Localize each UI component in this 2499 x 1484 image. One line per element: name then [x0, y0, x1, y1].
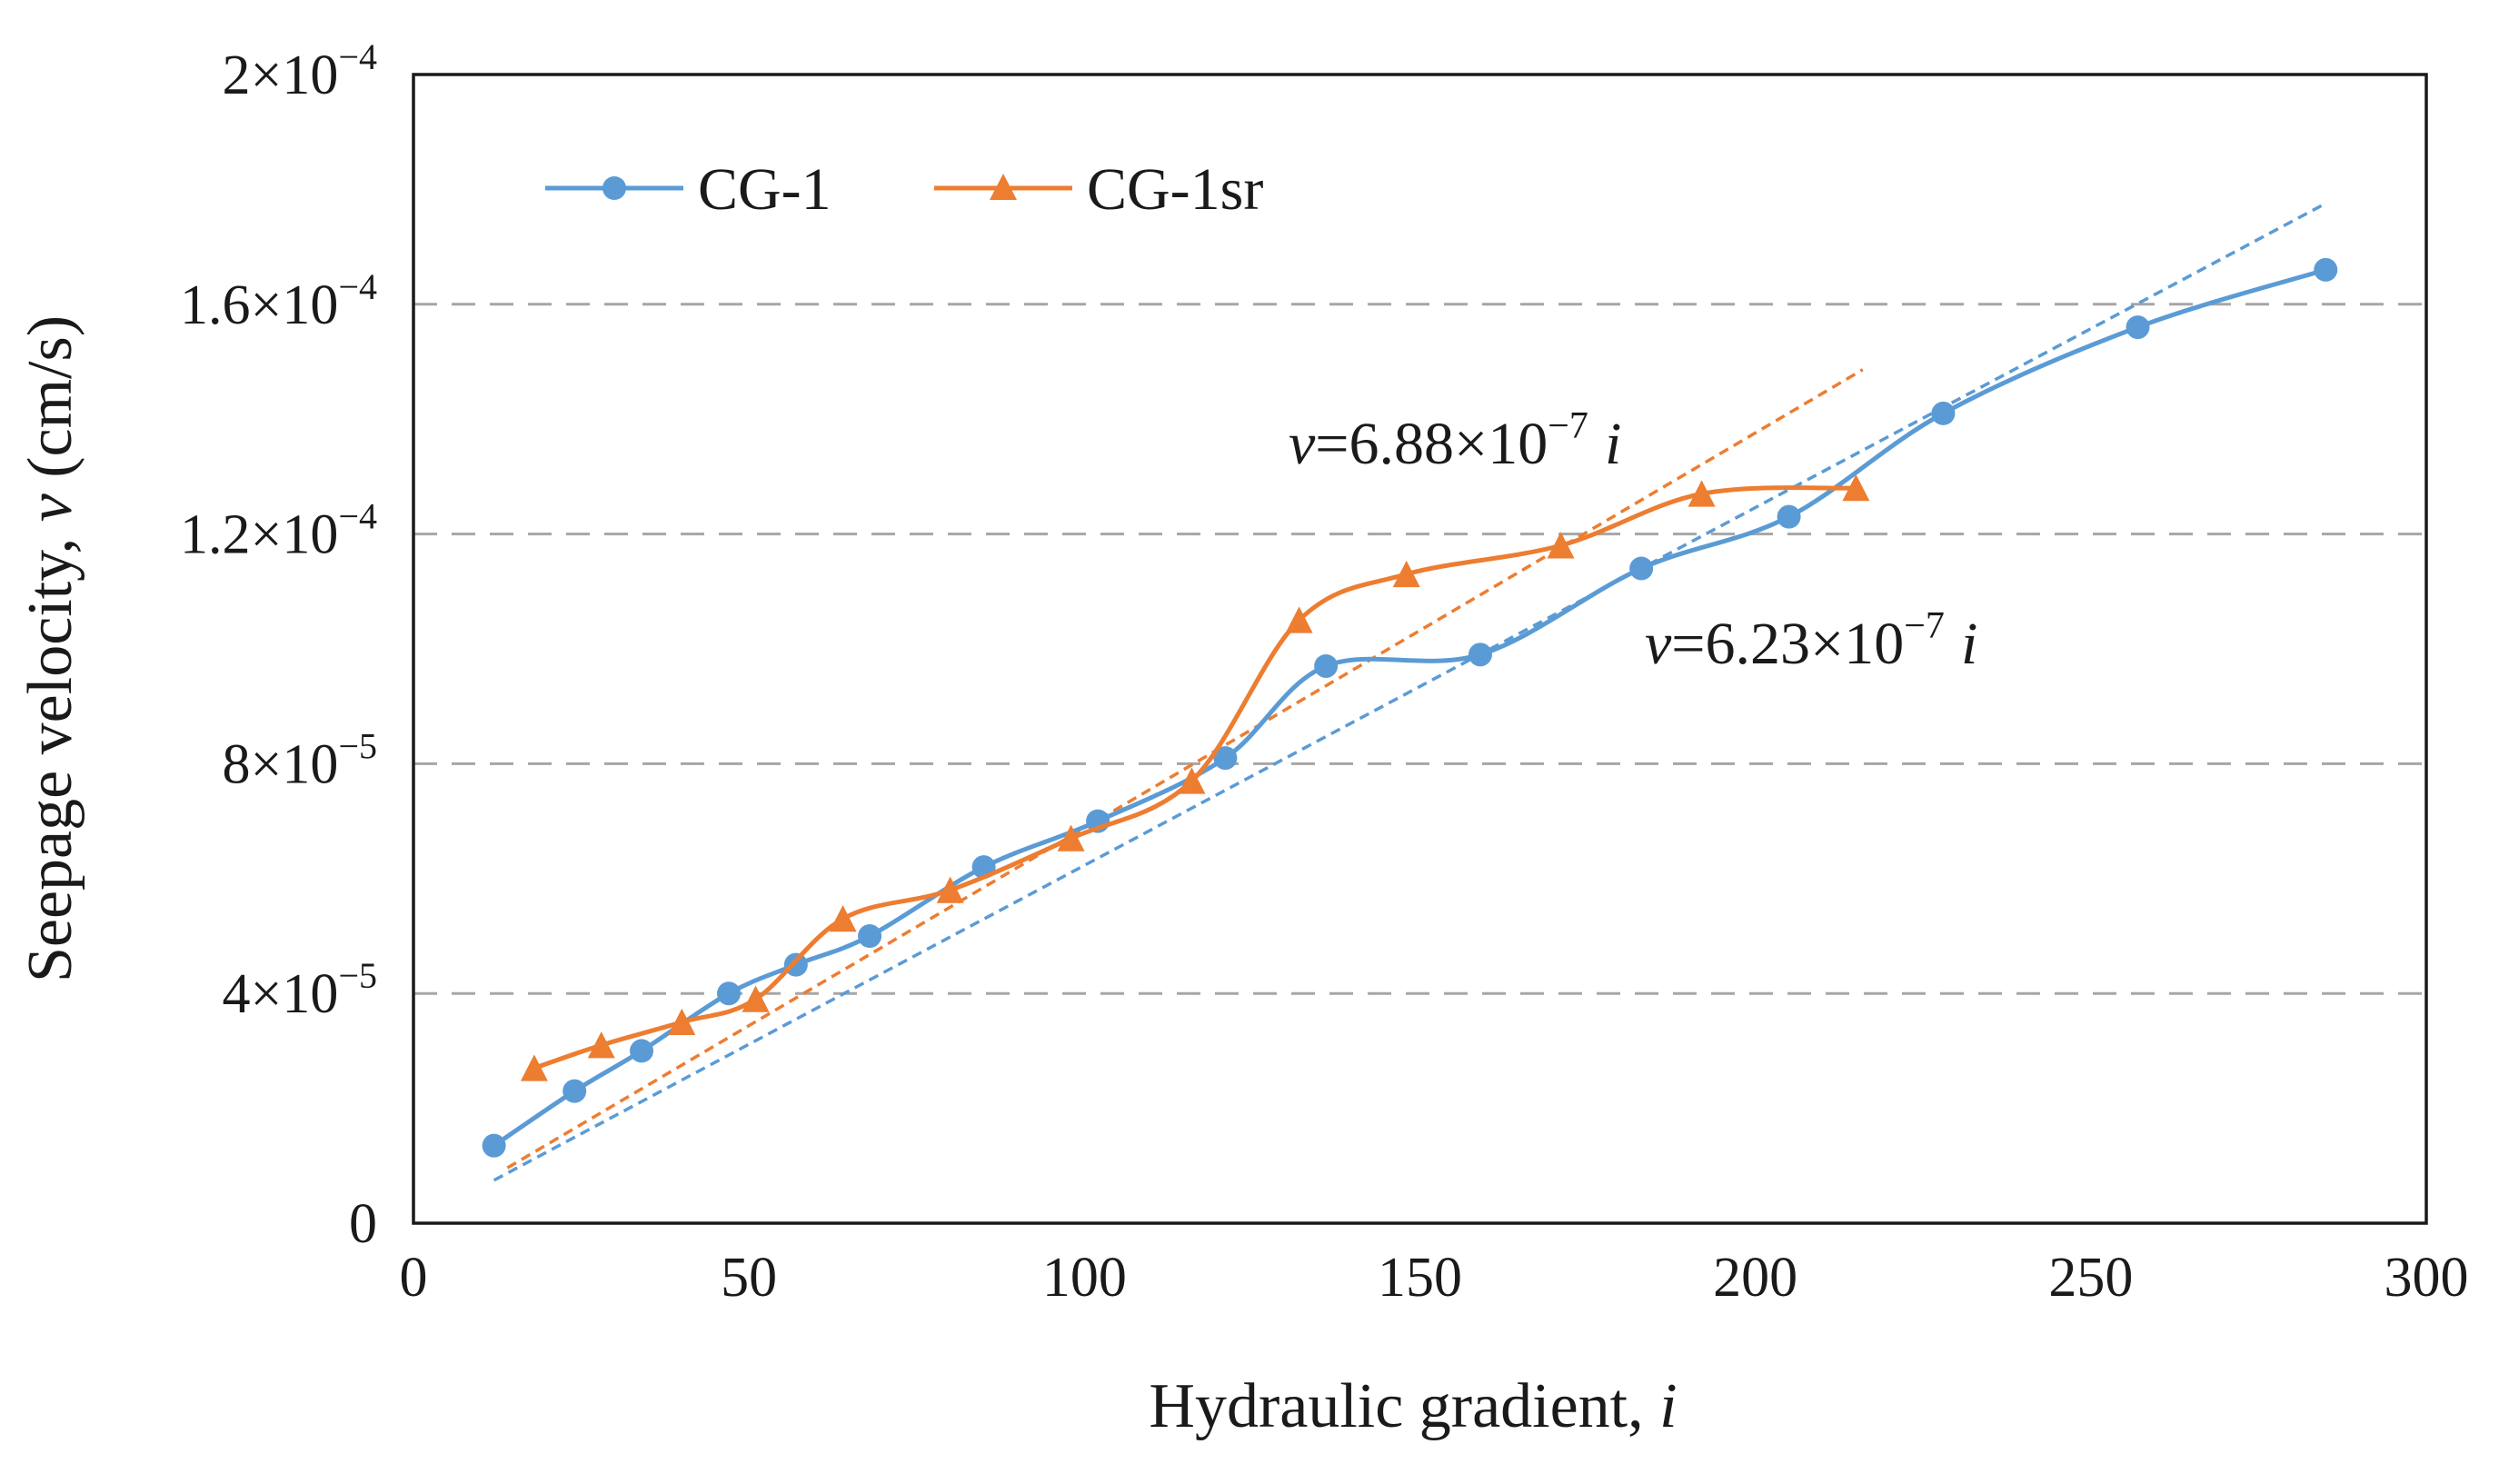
y-tick-label-exponent: −4	[338, 266, 377, 307]
point-cg-1sr-9	[1392, 560, 1420, 588]
x-axis-title-variable: i	[1659, 1371, 1677, 1441]
point-cg-1-13	[1931, 401, 1956, 425]
y-tick-label-mantissa: 0	[349, 1193, 377, 1255]
fit-line-cg-1	[493, 202, 2327, 1182]
y-tick-label-1: 4×10−5	[222, 955, 377, 1025]
series	[482, 257, 2338, 1158]
point-cg-1sr-0	[520, 1054, 548, 1081]
fit-equation-cg-1sr-tail: i	[1605, 411, 1621, 477]
series-line-cg-1sr	[533, 485, 1857, 1071]
plot-area-frame	[412, 73, 2428, 1225]
legend-label-cg-1sr: CG-1sr	[1087, 156, 1263, 223]
legend-marker-cg-1sr	[990, 174, 1017, 200]
point-cg-1-8	[1213, 746, 1238, 771]
legend-item-cg-1sr: CG-1sr	[934, 156, 1263, 223]
legend-marker-cg-1	[602, 176, 626, 200]
legend-item-cg-1: CG-1	[545, 156, 831, 223]
y-axis-title-unit: (cm/s)	[15, 315, 85, 493]
ticks: 04×10−58×10−51.2×10−41.6×10−42×10−40 50 10…	[180, 36, 2469, 1309]
x-tick-label-1: 50	[721, 1247, 777, 1309]
point-cg-1-5	[858, 924, 882, 948]
point-cg-1-3	[717, 981, 742, 1006]
y-tick-label-exponent: −4	[338, 36, 377, 77]
point-cg-1-1	[563, 1079, 587, 1103]
point-cg-1sr-3	[742, 985, 770, 1012]
x-tick-label-2: 100	[1042, 1247, 1127, 1309]
y-tick-label-3: 1.2×10−4	[180, 496, 377, 566]
fit-equation-cg-1sr-text: =6.88×10	[1315, 411, 1548, 477]
y-tick-label-exponent: −5	[338, 955, 377, 996]
fit-equation-cg-1sr: v=6.88×10−7 i	[1289, 405, 1621, 477]
point-cg-1-11	[1629, 556, 1654, 581]
y-tick-label-4: 1.6×10−4	[180, 266, 377, 336]
point-cg-1sr-2	[668, 1008, 696, 1036]
y-tick-label-mantissa: 1.6×10	[180, 274, 338, 336]
y-tick-label-exponent: −4	[338, 496, 377, 537]
y-tick-label-mantissa: 1.2×10	[180, 504, 338, 566]
y-axis-title-text: Seepage velocity,	[15, 522, 85, 982]
point-cg-1sr-1	[587, 1031, 615, 1059]
fit-equation-cg-1sr-var: v	[1289, 411, 1316, 477]
point-cg-1-10	[1468, 642, 1492, 667]
y-tick-label-2: 8×10−5	[222, 725, 377, 795]
point-cg-1sr-6	[1057, 824, 1085, 852]
point-cg-1-9	[1314, 653, 1339, 678]
y-axis-title: Seepage velocity, v (cm/s)	[15, 315, 85, 982]
y-tick-label-mantissa: 2×10	[222, 45, 338, 106]
point-cg-1sr-7	[1178, 767, 1206, 794]
y-axis-title-variable: v	[15, 493, 85, 522]
x-tick-label-4: 200	[1713, 1247, 1797, 1309]
point-cg-1sr-4	[829, 905, 857, 932]
point-cg-1-12	[1777, 504, 1801, 529]
fit-line-cg-1sr	[506, 368, 1864, 1170]
fit-equation-cg-1-var: v	[1645, 611, 1672, 677]
legend-label-cg-1: CG-1	[698, 156, 831, 223]
point-cg-1sr-11	[1688, 480, 1716, 507]
point-cg-1sr-8	[1285, 606, 1313, 633]
fit-equation-cg-1-exp: −7	[1904, 605, 1945, 647]
x-axis-title-text: Hydraulic gradient,	[1149, 1371, 1659, 1441]
point-cg-1-0	[482, 1133, 506, 1158]
fit-equation-cg-1sr-exp: −7	[1548, 405, 1588, 447]
legend: CG-1 CG-1sr	[545, 156, 1263, 223]
y-tick-label-0: 0	[349, 1193, 377, 1255]
x-tick-label-0: 0	[400, 1247, 428, 1309]
x-axis-title: Hydraulic gradient, i	[1149, 1371, 1677, 1441]
fit-lines	[493, 202, 2327, 1182]
x-tick-label-5: 250	[2048, 1247, 2133, 1309]
x-tick-label-6: 300	[2385, 1247, 2469, 1309]
point-cg-1-4	[783, 952, 808, 977]
y-tick-label-mantissa: 8×10	[222, 733, 338, 795]
point-cg-1-15	[2314, 257, 2338, 282]
fit-equation-cg-1-tail: i	[1961, 611, 1977, 677]
point-cg-1sr-10	[1547, 532, 1575, 559]
point-cg-1-2	[630, 1039, 654, 1063]
point-cg-1-14	[2126, 315, 2150, 340]
y-tick-label-5: 2×10−4	[222, 36, 377, 106]
point-cg-1sr-12	[1842, 474, 1870, 502]
y-tick-label-exponent: −5	[338, 725, 377, 766]
point-cg-1sr-5	[936, 876, 964, 903]
gridlines	[413, 303, 2426, 995]
x-tick-label-3: 150	[1378, 1247, 1462, 1309]
fit-equation-cg-1: v=6.23×10−7 i	[1645, 605, 1977, 677]
fit-equation-cg-1-text: =6.23×10	[1671, 611, 1904, 677]
y-tick-label-mantissa: 4×10	[222, 963, 338, 1025]
